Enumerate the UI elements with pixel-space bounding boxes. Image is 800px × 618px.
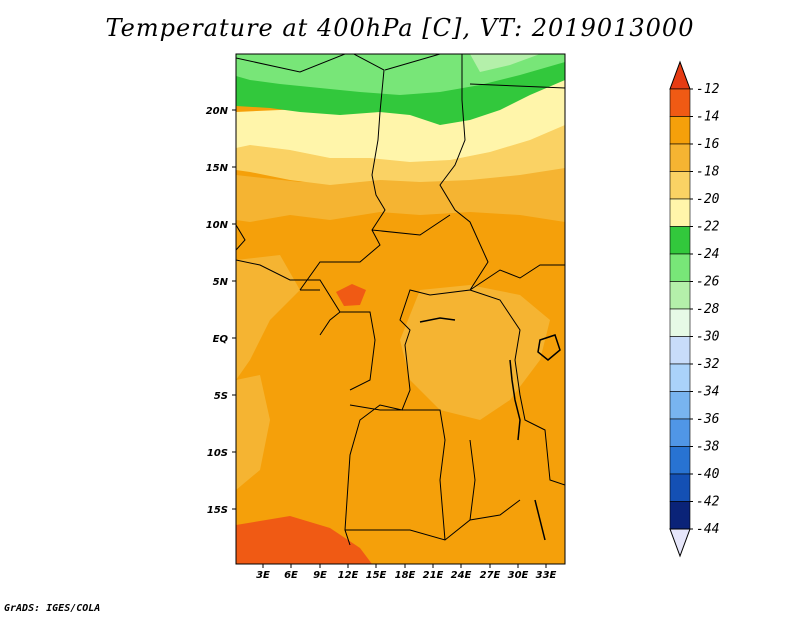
lon-tick-label: 6E [284, 570, 298, 581]
country-boundaries [236, 54, 565, 546]
field-patch-14-central [336, 284, 366, 306]
lake-tanganyika [509, 359, 521, 441]
lon-tick-label: 12E [338, 570, 359, 581]
colorbar-label: -16 [696, 137, 720, 152]
lon-tick-label: 3E [256, 570, 270, 581]
colorbar-swatch [669, 143, 691, 172]
colorbar-label: -32 [696, 357, 720, 372]
colorbar-swatch [669, 281, 691, 310]
lat-tick-label: 15S [207, 505, 228, 516]
colorbar-swatch [669, 501, 691, 530]
colorbar-label: -40 [696, 467, 720, 482]
lakes [419, 317, 561, 541]
lake-malawi [534, 499, 546, 541]
credit-text: GrADS: IGES/COLA [4, 603, 101, 614]
lon-axis: 3E 6E 9E 12E 15E 18E 21E 24E 27E 30E 33E [256, 564, 557, 581]
colorbar-swatch [669, 226, 691, 255]
colorbar-top-arrow [669, 60, 691, 90]
lat-tick-label: 10N [206, 220, 229, 231]
colorbar-label: -22 [696, 220, 720, 235]
colorbar-swatch [669, 88, 691, 117]
colorbar-swatch [669, 418, 691, 447]
field-band-20 [236, 78, 565, 162]
lon-tick-label: 24E [451, 570, 472, 581]
field-patch-16-west [236, 255, 300, 380]
map-frame [235, 53, 566, 565]
colorbar-swatch [669, 198, 691, 227]
colorbar-label: -14 [696, 110, 719, 125]
colorbar-swatch [669, 446, 691, 475]
lon-tick-label: 9E [313, 570, 327, 581]
field-patch-14-south [236, 516, 372, 564]
colorbar-bottom-arrow [669, 528, 691, 558]
lon-tick-label: 27E [480, 570, 501, 581]
colorbar-label: -20 [696, 192, 720, 207]
lat-axis: 20N 15N 10N 5N EQ 5S 10S 15S [206, 106, 236, 516]
field-band-26 [470, 54, 540, 72]
colorbar-swatch [669, 116, 691, 145]
colorbar-swatch [669, 391, 691, 420]
colorbar-swatch [669, 171, 691, 200]
temperature-field [236, 54, 565, 564]
lat-tick-label: 5S [214, 391, 228, 402]
lat-tick-label: 15N [206, 163, 229, 174]
field-band-16 [236, 165, 565, 222]
lake-victoria [537, 334, 561, 361]
colorbar-label: -28 [696, 302, 720, 317]
colorbar-label: -18 [696, 165, 720, 180]
colorbar-label: -26 [696, 275, 720, 290]
lat-tick-label: 20N [206, 106, 229, 117]
lat-tick-label: 10S [207, 448, 228, 459]
lon-tick-label: 21E [423, 570, 444, 581]
lon-tick-label: 33E [536, 570, 557, 581]
colorbar-swatch [669, 363, 691, 392]
colorbar-label: -12 [696, 82, 720, 97]
lon-tick-label: 15E [366, 570, 387, 581]
colorbar-swatch [669, 253, 691, 282]
colorbar-label: -34 [696, 385, 719, 400]
colorbar-label: -30 [696, 330, 720, 345]
field-patch-16-sw [236, 375, 270, 490]
lon-tick-label: 30E [508, 570, 529, 581]
colorbar-label: -42 [696, 495, 720, 510]
river-congo [419, 317, 456, 323]
lat-tick-label: EQ [213, 334, 229, 345]
colorbar-swatch [669, 336, 691, 365]
colorbar-label: -24 [696, 247, 719, 262]
colorbar-label: -44 [696, 522, 719, 537]
colorbar-swatch [669, 308, 691, 337]
lon-tick-label: 18E [395, 570, 416, 581]
colorbar-label: -38 [696, 440, 720, 455]
colorbar: -12 -14 -16 -18 -20 -22 -24 -26 -28 -30 -32 -34 -36 -… [669, 60, 720, 558]
lat-tick-label: 5N [213, 277, 229, 288]
chart-title: Temperature at 400hPa [C], VT: 201901300… [105, 14, 695, 42]
colorbar-label: -36 [696, 412, 720, 427]
colorbar-swatch [669, 473, 691, 502]
